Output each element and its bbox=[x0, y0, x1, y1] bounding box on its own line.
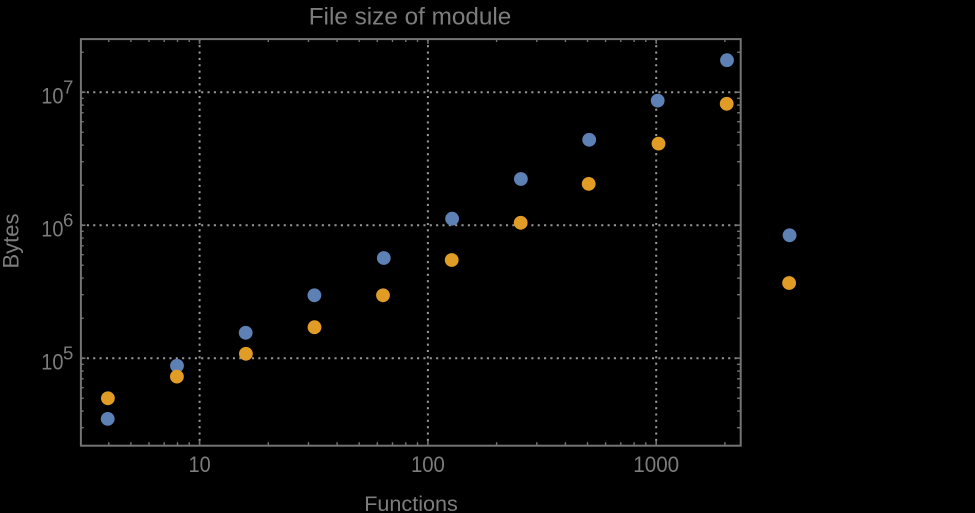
svg-text:10: 10 bbox=[189, 452, 211, 477]
svg-text:10: 10 bbox=[41, 84, 63, 109]
svg-text:Functions: Functions bbox=[364, 491, 458, 513]
svg-text:6: 6 bbox=[63, 210, 73, 231]
svg-text:Bytes: Bytes bbox=[0, 213, 24, 268]
svg-text:10: 10 bbox=[41, 217, 63, 242]
svg-text:100: 100 bbox=[411, 452, 445, 477]
svg-text:7: 7 bbox=[63, 77, 73, 98]
svg-text:File size of module: File size of module bbox=[309, 3, 512, 30]
svg-text:1000: 1000 bbox=[633, 452, 679, 477]
svg-text:10: 10 bbox=[41, 350, 63, 375]
svg-text:5: 5 bbox=[63, 343, 73, 364]
